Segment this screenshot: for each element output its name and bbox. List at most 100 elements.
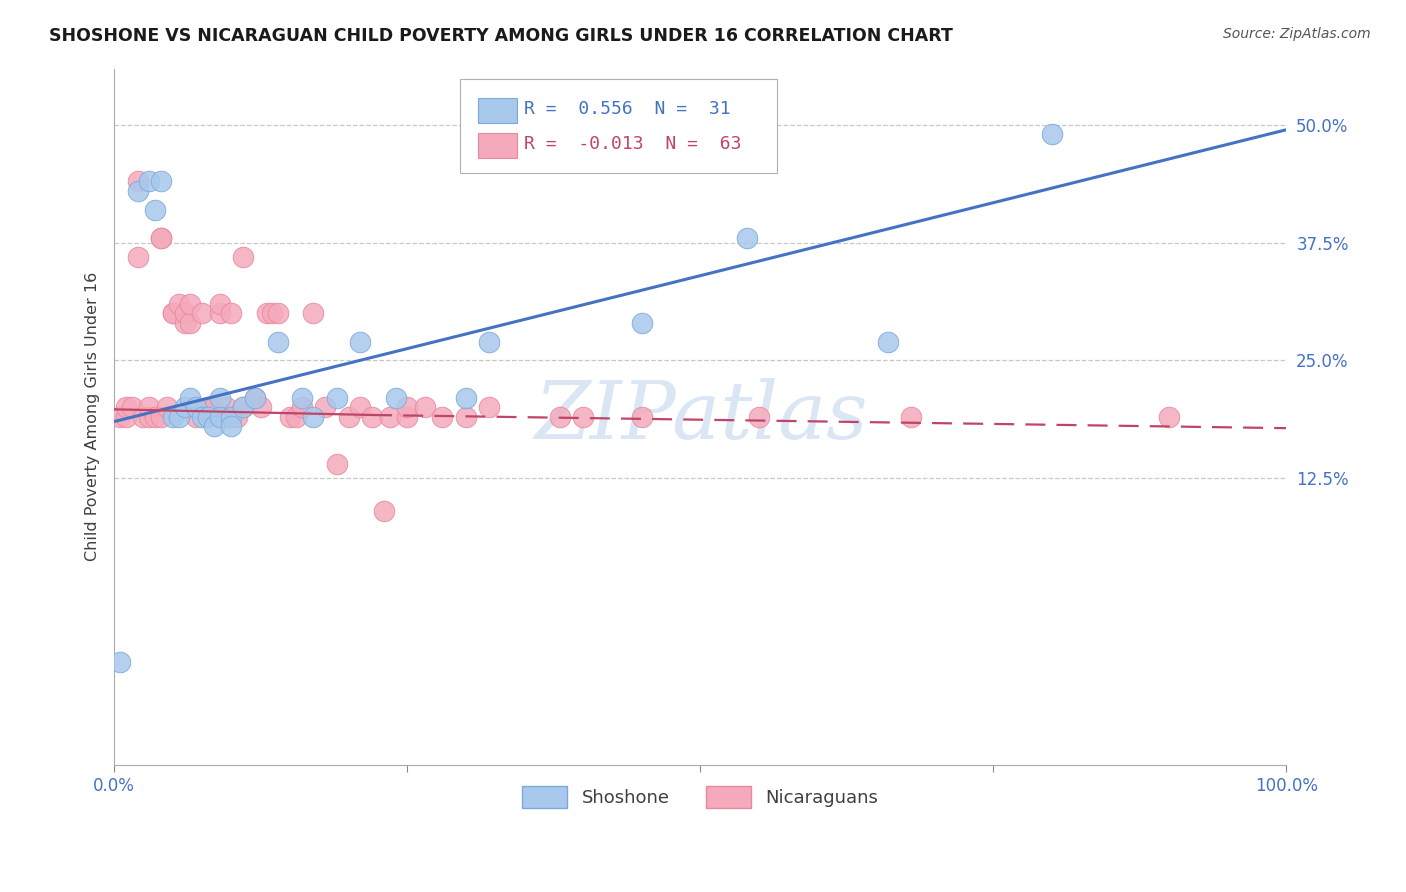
Point	[548, 409, 571, 424]
Point	[232, 250, 254, 264]
Point	[208, 391, 231, 405]
Point	[630, 409, 652, 424]
Text: SHOSHONE VS NICARAGUAN CHILD POVERTY AMONG GIRLS UNDER 16 CORRELATION CHART: SHOSHONE VS NICARAGUAN CHILD POVERTY AMO…	[49, 27, 953, 45]
Point	[877, 334, 900, 349]
Point	[208, 409, 231, 424]
FancyBboxPatch shape	[460, 79, 776, 173]
Point	[167, 409, 190, 424]
Point	[243, 391, 266, 405]
Point	[197, 409, 219, 424]
Point	[197, 409, 219, 424]
Point	[454, 391, 477, 405]
Point	[208, 306, 231, 320]
Point	[115, 401, 138, 415]
Point	[249, 401, 271, 415]
Point	[156, 401, 179, 415]
Point	[150, 231, 173, 245]
Point	[191, 306, 214, 320]
Point	[630, 316, 652, 330]
Point	[302, 409, 325, 424]
Point	[221, 419, 243, 434]
Point	[396, 409, 419, 424]
Point	[221, 409, 243, 424]
FancyBboxPatch shape	[478, 133, 517, 158]
Point	[214, 401, 236, 415]
Point	[132, 409, 155, 424]
Point	[221, 306, 243, 320]
Point	[138, 174, 160, 188]
Point	[396, 401, 419, 415]
Point	[186, 409, 208, 424]
Point	[373, 504, 395, 518]
Point	[478, 401, 501, 415]
Point	[127, 174, 149, 188]
Point	[748, 409, 770, 424]
Point	[138, 401, 160, 415]
Point	[121, 401, 143, 415]
Point	[221, 409, 243, 424]
Point	[127, 184, 149, 198]
Point	[284, 409, 307, 424]
Text: ZIPatlas: ZIPatlas	[534, 378, 868, 456]
Point	[186, 401, 208, 415]
Point	[1040, 128, 1063, 142]
Point	[127, 250, 149, 264]
Point	[314, 401, 336, 415]
Point	[226, 409, 249, 424]
Point	[243, 391, 266, 405]
Point	[1159, 409, 1181, 424]
Text: R =  -0.013  N =  63: R = -0.013 N = 63	[524, 135, 742, 153]
Point	[197, 401, 219, 415]
Point	[191, 409, 214, 424]
Point	[349, 401, 371, 415]
Point	[900, 409, 922, 424]
Point	[150, 174, 173, 188]
Point	[262, 306, 284, 320]
Point	[267, 306, 290, 320]
Point	[735, 231, 758, 245]
Point	[173, 401, 195, 415]
Point	[337, 409, 360, 424]
Point	[349, 334, 371, 349]
Point	[138, 409, 160, 424]
Point	[454, 409, 477, 424]
Point	[278, 409, 301, 424]
Point	[291, 401, 314, 415]
Point	[267, 334, 290, 349]
Point	[361, 409, 384, 424]
Point	[108, 409, 131, 424]
Point	[202, 419, 225, 434]
Point	[179, 391, 201, 405]
Point	[179, 297, 201, 311]
Y-axis label: Child Poverty Among Girls Under 16: Child Poverty Among Girls Under 16	[86, 272, 100, 561]
Point	[202, 401, 225, 415]
Point	[186, 401, 208, 415]
Point	[108, 655, 131, 669]
FancyBboxPatch shape	[478, 98, 517, 123]
Point	[115, 409, 138, 424]
Point	[143, 202, 166, 217]
Point	[378, 409, 401, 424]
Text: Source: ZipAtlas.com: Source: ZipAtlas.com	[1223, 27, 1371, 41]
Point	[167, 297, 190, 311]
Point	[384, 391, 406, 405]
Point	[572, 409, 595, 424]
Point	[413, 401, 436, 415]
Point	[256, 306, 278, 320]
Point	[326, 391, 349, 405]
Point	[150, 231, 173, 245]
Point	[179, 316, 201, 330]
Point	[302, 306, 325, 320]
Point	[162, 409, 184, 424]
Point	[291, 391, 314, 405]
Point	[143, 409, 166, 424]
Point	[478, 334, 501, 349]
Text: R =  0.556  N =  31: R = 0.556 N = 31	[524, 100, 731, 118]
Point	[173, 306, 195, 320]
Point	[150, 409, 173, 424]
Point	[162, 306, 184, 320]
Point	[232, 401, 254, 415]
Point	[173, 316, 195, 330]
Point	[208, 297, 231, 311]
Legend: Shoshone, Nicaraguans: Shoshone, Nicaraguans	[515, 779, 886, 815]
